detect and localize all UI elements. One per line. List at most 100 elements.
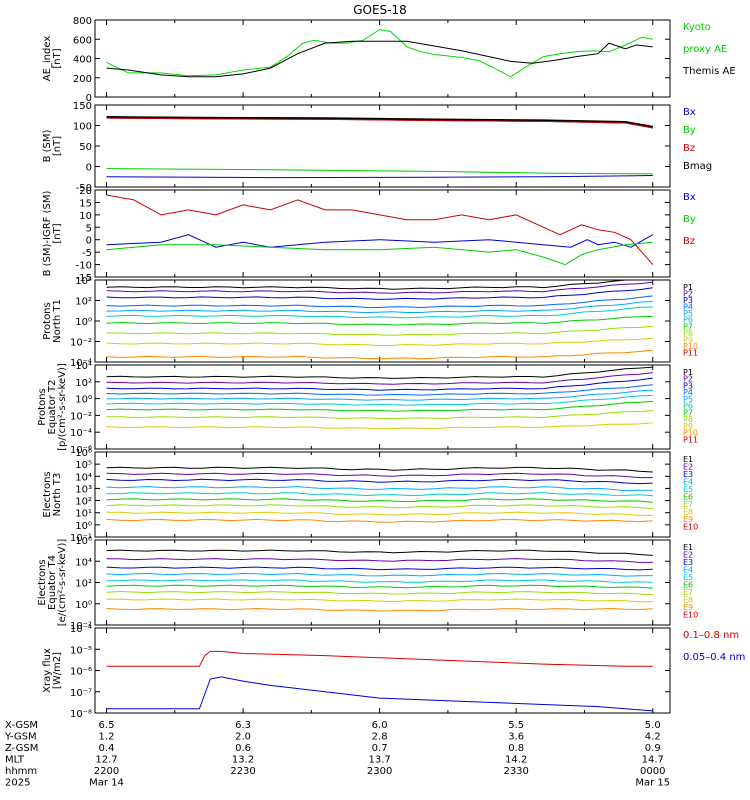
x-axis-value: 2330 xyxy=(503,766,528,777)
panel-bsm: 150 100 50 0 -50 B (SM)[nT] Bx By Bz Bmag xyxy=(42,101,712,194)
series-line xyxy=(106,116,654,129)
y-tick-label: 10⁻² xyxy=(70,621,92,632)
x-axis-value: 14.7 xyxy=(642,755,664,766)
y-tick-label: 600 xyxy=(73,35,92,46)
y-tick-label: 15 xyxy=(79,198,92,209)
x-axis-value: 6.3 xyxy=(235,720,251,731)
y-tick-label: 10⁰ xyxy=(75,600,92,611)
y-axis-label-line: [W/m2] xyxy=(52,652,63,689)
y-axis-label: ElectronsNorth T3 xyxy=(42,471,63,517)
series-line xyxy=(106,389,653,401)
x-axis-row-label: 2025 xyxy=(5,778,30,789)
legend-entry: P4 xyxy=(683,303,693,312)
legend-entry: P5 xyxy=(683,309,693,318)
y-tick-label: 0 xyxy=(86,163,92,174)
series-line xyxy=(106,300,653,314)
series-line xyxy=(106,478,653,485)
x-axis-value: 12.7 xyxy=(95,755,117,766)
legend-entry: P10 xyxy=(683,342,698,351)
series-line xyxy=(106,410,653,420)
legend: 0.1–0.8 nm 0.05–0.4 nm xyxy=(683,630,745,663)
legend-entry: E8 xyxy=(683,596,693,605)
y-axis-label-line: B (SM)-IGRF (SM) xyxy=(42,191,53,277)
y-tick-label: -10 xyxy=(76,261,92,272)
series-line xyxy=(106,498,653,503)
series-line xyxy=(106,572,653,577)
legend-entry: E10 xyxy=(683,523,698,532)
series-line xyxy=(106,422,653,430)
series-line xyxy=(106,472,653,479)
legend-entry: P11 xyxy=(683,435,698,444)
series-line xyxy=(106,395,653,406)
x-axis-value: 14.2 xyxy=(505,755,527,766)
x-axis-value: 3.6 xyxy=(508,732,524,743)
legend-entry: E10 xyxy=(683,611,698,620)
y-tick-label: 10⁻⁸ xyxy=(70,709,92,720)
legend-entry: E3 xyxy=(683,558,693,567)
y-tick-label: 10⁻⁶ xyxy=(70,445,92,456)
x-axis-value: 4.2 xyxy=(645,732,661,743)
legend-entry: E1 xyxy=(683,543,693,552)
x-axis-value: 0.4 xyxy=(99,743,115,754)
y-tick-label: 20 xyxy=(79,186,92,197)
y-tick-label: 10⁶ xyxy=(75,448,92,459)
x-axis-value: 13.2 xyxy=(232,755,254,766)
legend-entry: P7 xyxy=(683,322,693,331)
x-axis-value: 2.0 xyxy=(235,732,251,743)
series-line xyxy=(106,325,653,336)
x-axis-row-label: Y-GSM xyxy=(4,732,37,743)
legend-entry: P10 xyxy=(683,429,698,438)
legend-entry: P8 xyxy=(683,415,693,424)
legend-entry: E7 xyxy=(683,500,693,509)
legend: Bx By Bz Bmag xyxy=(683,107,712,172)
y-tick-label: 10⁵ xyxy=(75,460,92,471)
y-tick-label: 10⁶ xyxy=(75,536,92,547)
series-line xyxy=(106,401,653,412)
x-axis-value: 1.2 xyxy=(99,732,115,743)
y-axis-label: ProtonsEquator T2[p/(cm²-s-sr-keV)] xyxy=(37,363,68,451)
legend-entry: P3 xyxy=(683,381,693,390)
x-axis-value: Mar 14 xyxy=(89,778,124,789)
series-line xyxy=(106,384,653,396)
series-line xyxy=(106,579,653,583)
y-tick-label: 10² xyxy=(75,579,92,590)
legend-entry: E9 xyxy=(683,515,693,524)
y-tick-label: 150 xyxy=(73,101,92,112)
series-line xyxy=(106,566,653,571)
series-line xyxy=(106,40,653,78)
y-tick-label: 10⁻⁶ xyxy=(70,667,92,678)
legend: Kyoto proxy AE Themis AE xyxy=(682,22,736,77)
y-tick-label: 10 xyxy=(79,211,92,222)
y-tick-label: 10⁻² xyxy=(70,411,92,422)
legend-entry: P11 xyxy=(683,348,698,357)
chart-title: GOES-18 xyxy=(353,3,407,17)
x-axis-value: 0.8 xyxy=(508,743,524,754)
x-axis-value: 6.5 xyxy=(99,720,115,731)
y-tick-label: -15 xyxy=(76,273,92,284)
legend-entry: proxy AE xyxy=(683,44,727,55)
x-axis-table: X-GSMY-GSMZ-GSMMLThhmm20256.51.20.412.72… xyxy=(4,720,670,789)
y-axis-label-line: AE_index xyxy=(42,36,53,82)
legend-entry: E2 xyxy=(683,551,693,560)
legend-entry: By xyxy=(683,214,696,225)
legend-entry: P2 xyxy=(683,290,693,299)
series-line xyxy=(106,584,653,589)
y-tick-label: 10⁴ xyxy=(75,557,92,568)
x-axis-value: 2200 xyxy=(94,766,119,777)
series-line xyxy=(106,281,653,294)
legend-entry: 0.1–0.8 nm xyxy=(683,630,739,641)
y-axis-label-line: Equator T4 xyxy=(47,555,58,610)
y-axis-label-line: Electrons xyxy=(42,471,53,517)
series-line xyxy=(106,504,653,509)
series-line xyxy=(106,279,653,290)
series-line xyxy=(106,598,653,603)
y-axis-label: AE_index[nT] xyxy=(42,36,63,82)
y-tick-label: 100 xyxy=(73,122,92,133)
y-tick-label: -50 xyxy=(76,183,92,194)
x-axis-value: 13.7 xyxy=(368,755,390,766)
x-axis-value: 2.8 xyxy=(372,732,388,743)
legend-entry: Bz xyxy=(683,143,695,154)
x-axis-row-label: hhmm xyxy=(5,766,37,777)
